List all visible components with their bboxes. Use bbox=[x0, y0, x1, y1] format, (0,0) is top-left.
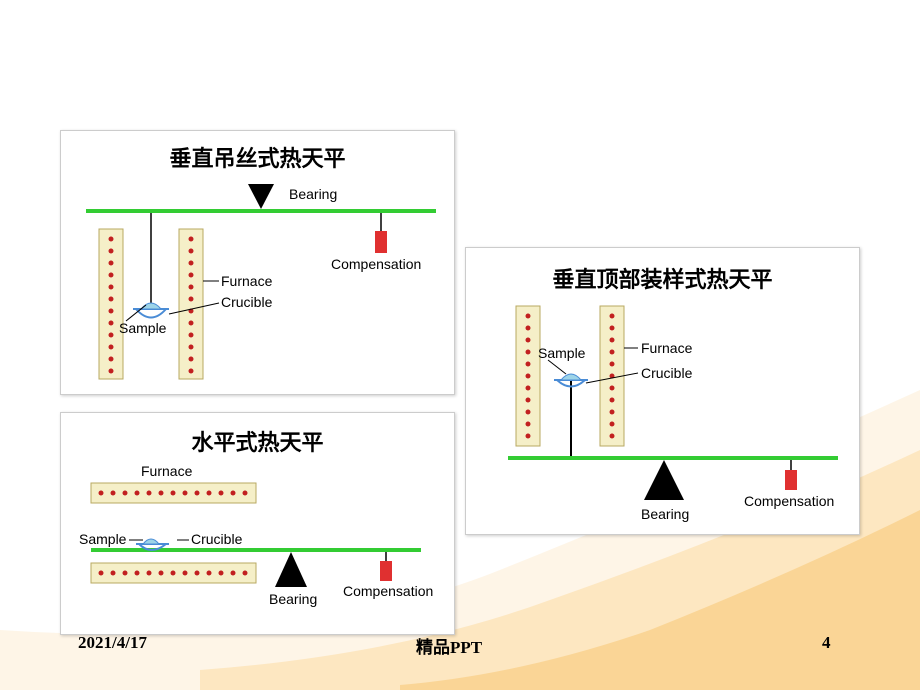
panel-top-loading: 垂直顶部装样式热天平 Furnace Crucible Sample Beari… bbox=[465, 247, 860, 535]
footer-center: 精品PPT bbox=[416, 633, 482, 658]
label-sample-1: Sample bbox=[119, 320, 166, 336]
label-sample-3: Sample bbox=[538, 345, 585, 361]
label-furnace-2: Furnace bbox=[141, 463, 192, 479]
label-bearing-3: Bearing bbox=[641, 506, 689, 522]
label-bearing-2: Bearing bbox=[269, 591, 317, 607]
label-compensation-2: Compensation bbox=[343, 583, 433, 599]
label-crucible-3: Crucible bbox=[641, 365, 692, 381]
label-bearing-1: Bearing bbox=[289, 186, 337, 202]
label-furnace-1: Furnace bbox=[221, 273, 272, 289]
panel-hanging: 垂直吊丝式热天平 Bearing Furnace Crucible Samp bbox=[60, 130, 455, 395]
label-crucible-1: Crucible bbox=[221, 294, 272, 310]
label-compensation-1: Compensation bbox=[331, 256, 421, 272]
label-crucible-2: Crucible bbox=[191, 531, 242, 547]
label-furnace-3: Furnace bbox=[641, 340, 692, 356]
label-sample-2: Sample bbox=[79, 531, 126, 547]
label-compensation-3: Compensation bbox=[744, 493, 834, 509]
diagram-horizontal bbox=[61, 413, 456, 636]
panel-horizontal: 水平式热天平 Furnace Sample Crucible Bearing C… bbox=[60, 412, 455, 635]
footer-page-number: 4 bbox=[822, 633, 831, 653]
footer-date: 2021/4/17 bbox=[78, 633, 147, 653]
